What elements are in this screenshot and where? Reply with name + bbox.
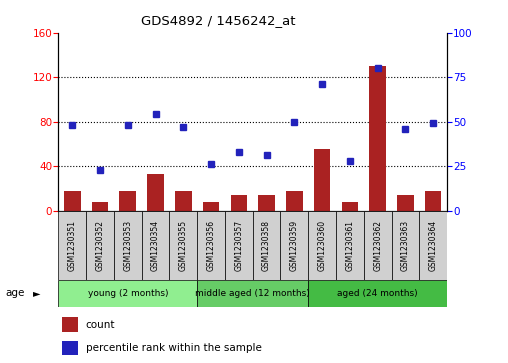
Bar bbox=[308, 280, 447, 307]
Bar bbox=[197, 211, 225, 280]
Text: GSM1230357: GSM1230357 bbox=[234, 220, 243, 270]
Bar bbox=[314, 150, 330, 211]
Bar bbox=[203, 202, 219, 211]
Bar bbox=[419, 211, 447, 280]
Text: GSM1230354: GSM1230354 bbox=[151, 220, 160, 270]
Text: young (2 months): young (2 months) bbox=[87, 289, 168, 298]
Bar bbox=[253, 211, 280, 280]
Bar bbox=[369, 66, 386, 211]
Bar bbox=[341, 202, 358, 211]
Bar bbox=[64, 191, 81, 211]
Bar bbox=[58, 280, 197, 307]
Bar bbox=[336, 211, 364, 280]
Text: GSM1230353: GSM1230353 bbox=[123, 220, 132, 270]
Text: GDS4892 / 1456242_at: GDS4892 / 1456242_at bbox=[141, 15, 296, 28]
Text: GSM1230361: GSM1230361 bbox=[345, 220, 355, 270]
Bar bbox=[231, 195, 247, 211]
Bar bbox=[62, 341, 78, 355]
Bar bbox=[114, 211, 142, 280]
Bar bbox=[308, 211, 336, 280]
Text: GSM1230360: GSM1230360 bbox=[318, 220, 327, 270]
Text: GSM1230351: GSM1230351 bbox=[68, 220, 77, 270]
Text: aged (24 months): aged (24 months) bbox=[337, 289, 418, 298]
Bar bbox=[142, 211, 170, 280]
Text: GSM1230363: GSM1230363 bbox=[401, 220, 410, 270]
Bar bbox=[225, 211, 253, 280]
Bar bbox=[397, 195, 414, 211]
Bar bbox=[364, 211, 392, 280]
Text: GSM1230358: GSM1230358 bbox=[262, 220, 271, 270]
Text: GSM1230364: GSM1230364 bbox=[429, 220, 438, 270]
Bar bbox=[58, 211, 86, 280]
Text: percentile rank within the sample: percentile rank within the sample bbox=[86, 343, 262, 353]
Bar bbox=[392, 211, 419, 280]
Bar bbox=[147, 174, 164, 211]
Text: count: count bbox=[86, 319, 115, 330]
Bar bbox=[280, 211, 308, 280]
Text: GSM1230355: GSM1230355 bbox=[179, 220, 188, 270]
Bar bbox=[119, 191, 136, 211]
Text: GSM1230356: GSM1230356 bbox=[207, 220, 215, 270]
Bar bbox=[86, 211, 114, 280]
Bar bbox=[258, 195, 275, 211]
Text: GSM1230352: GSM1230352 bbox=[96, 220, 105, 270]
Bar bbox=[175, 191, 192, 211]
Bar bbox=[286, 191, 303, 211]
Text: middle aged (12 months): middle aged (12 months) bbox=[196, 289, 310, 298]
Bar bbox=[425, 191, 441, 211]
Text: GSM1230359: GSM1230359 bbox=[290, 220, 299, 270]
Text: GSM1230362: GSM1230362 bbox=[373, 220, 382, 270]
Bar bbox=[170, 211, 197, 280]
Bar bbox=[197, 280, 308, 307]
Bar bbox=[92, 202, 108, 211]
Bar bbox=[62, 317, 78, 332]
Text: ►: ► bbox=[33, 288, 41, 298]
Text: age: age bbox=[5, 288, 24, 298]
